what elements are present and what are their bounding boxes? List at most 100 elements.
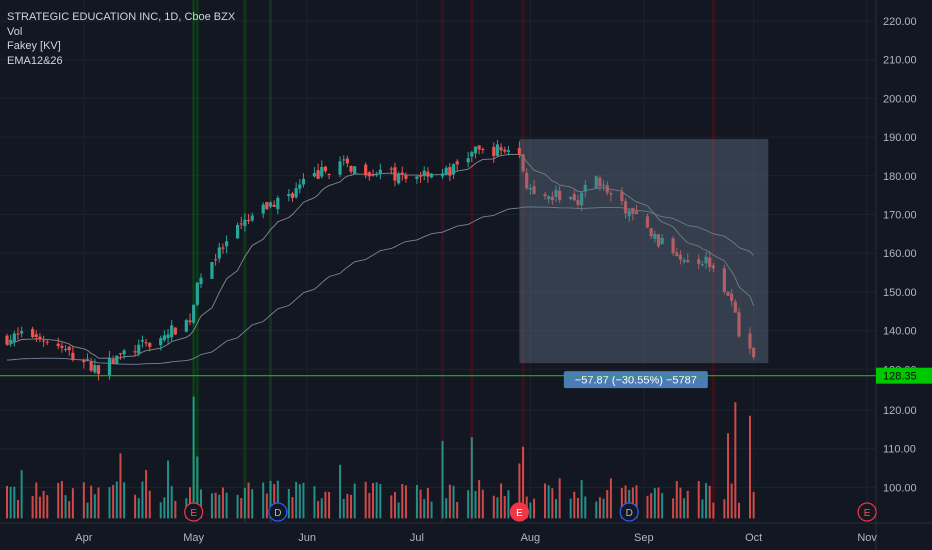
volume-bar: [445, 498, 448, 519]
volume-bar: [496, 497, 499, 519]
candle-body: [93, 365, 97, 373]
volume-bar: [653, 488, 656, 519]
fakey-highlight-band: [470, 0, 474, 522]
price-tick-label: 220.00: [883, 16, 917, 28]
volume-bar: [452, 485, 455, 519]
volume-bar: [423, 499, 426, 519]
candle-body: [426, 171, 430, 177]
volume-bar: [71, 488, 74, 519]
dividend-marker[interactable]: D: [619, 502, 639, 522]
volume-bar: [302, 482, 305, 519]
price-axis: 220.00 210.00 200.00 190.00 180.00 170.00 160.…: [875, 0, 932, 550]
volume-bar: [723, 499, 726, 519]
candle-body: [631, 207, 635, 214]
candle-body: [708, 257, 712, 268]
candle-body: [389, 168, 393, 170]
candle-body: [404, 174, 408, 179]
candle-body: [250, 215, 254, 221]
volume-bar: [243, 488, 246, 519]
legend-fakey[interactable]: Fakey [KV]: [7, 40, 61, 52]
candle-body: [598, 177, 602, 187]
time-tick-label: Jun: [298, 532, 316, 544]
fakey-highlight-band: [441, 0, 445, 522]
candle-body: [517, 147, 521, 155]
event-label: D: [274, 508, 281, 519]
earnings-marker[interactable]: E: [509, 502, 530, 522]
volume-bar: [145, 470, 148, 519]
candle-body: [71, 352, 75, 361]
volume-bar: [620, 487, 623, 519]
volume-bar: [375, 482, 378, 519]
candle-body: [547, 196, 551, 200]
earnings-marker[interactable]: E: [184, 502, 204, 522]
price-range-label-text: −57.87 (−30.55%) −5787: [575, 375, 697, 387]
dividend-marker[interactable]: D: [268, 502, 288, 522]
candle-body: [298, 184, 302, 189]
volume-bar: [686, 490, 689, 519]
candle-body: [620, 192, 624, 202]
volume-bar: [42, 490, 45, 519]
candle-body: [63, 349, 68, 351]
time-tick-label: Nov: [857, 532, 877, 544]
candle-body: [473, 146, 478, 154]
candle-body: [225, 241, 229, 247]
candle-body: [422, 170, 426, 177]
candle-body: [572, 194, 576, 201]
volume-bar: [218, 494, 221, 519]
legend-volume[interactable]: Vol: [7, 25, 23, 38]
volume-bar: [727, 433, 730, 519]
candle-body: [239, 223, 243, 225]
candle-body: [418, 175, 423, 177]
candle-body: [184, 320, 188, 332]
candle-body: [148, 343, 152, 347]
candle-body: [532, 186, 536, 194]
volume-bar: [478, 480, 481, 519]
time-tick-label: Jul: [410, 532, 424, 544]
volume-bar: [339, 464, 342, 519]
candle-body: [166, 334, 170, 339]
legend-title[interactable]: STRATEGIC EDUCATION INC, 1D, Cboe BZX: [7, 11, 236, 23]
legend-ema[interactable]: EMA12&26: [7, 54, 63, 67]
candle-body: [400, 172, 404, 175]
volume-bar: [492, 495, 495, 519]
volume-bar: [595, 501, 598, 519]
candle-body: [623, 201, 628, 214]
candle-body: [96, 365, 101, 375]
volume-bar: [533, 498, 536, 519]
earnings-marker[interactable]: E: [857, 502, 877, 522]
volume-bar: [646, 495, 649, 519]
candle-body: [378, 169, 382, 174]
volume-bar: [86, 502, 89, 519]
volume-bar: [251, 489, 254, 519]
volume-bar: [379, 483, 382, 519]
volume-bar: [295, 481, 298, 519]
candle-body: [133, 351, 137, 353]
volume-bar: [635, 485, 638, 519]
volume-bar: [20, 470, 23, 519]
candle-body: [312, 172, 317, 177]
volume-bar: [456, 502, 459, 519]
price-tick-label: 170.00: [883, 210, 917, 222]
volume-bar: [346, 493, 349, 519]
volume-bar: [500, 483, 503, 519]
volume-bar: [631, 487, 634, 519]
volume-bar: [390, 495, 393, 519]
candle-body: [272, 204, 276, 207]
volume-bar: [401, 483, 404, 519]
candle-body: [364, 164, 368, 176]
volume-bar: [350, 494, 353, 519]
price-range-box[interactable]: [519, 139, 769, 364]
volume-bar: [529, 502, 532, 519]
candle-body: [42, 340, 46, 342]
candle-body: [111, 359, 115, 364]
candle-body: [320, 167, 324, 177]
candle-body: [192, 304, 196, 323]
volume-bar: [544, 483, 547, 519]
candle-body: [444, 167, 448, 175]
candle-body: [115, 355, 119, 364]
volume-bar: [448, 484, 451, 519]
candle-body: [466, 158, 470, 163]
candle-body: [393, 167, 397, 181]
time-axis: Apr May Jun Jul Aug Sep Oct Nov: [0, 522, 932, 544]
